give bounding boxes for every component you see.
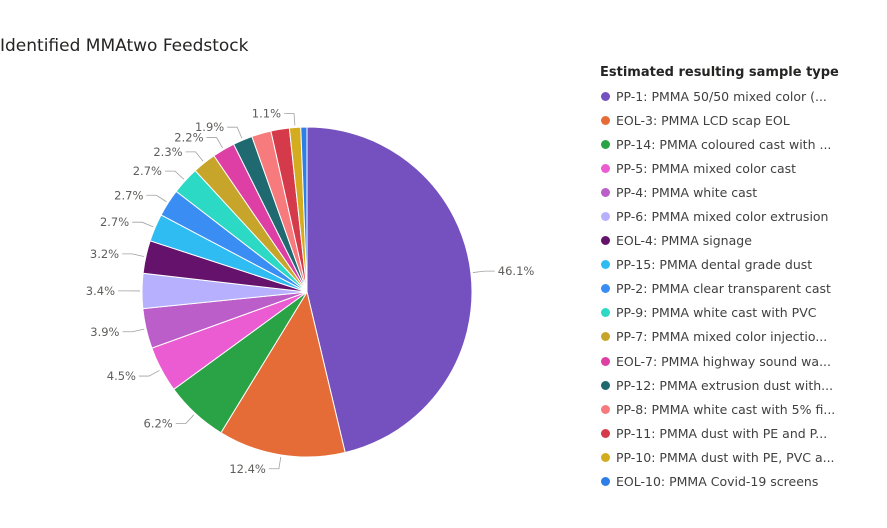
data-label-11: 2.2% bbox=[174, 131, 203, 145]
leader-line-2 bbox=[175, 414, 195, 425]
leader-line-10 bbox=[185, 151, 204, 162]
legend-marker-15 bbox=[601, 452, 610, 462]
legend-marker-14 bbox=[601, 428, 610, 438]
legend-item-13[interactable]: PP-8: PMMA white cast with 5% fi... bbox=[598, 397, 887, 421]
legend-marker-6 bbox=[601, 236, 610, 246]
leader-line-4 bbox=[122, 328, 145, 333]
legend-item-15[interactable]: PP-10: PMMA dust with PE, PVC a... bbox=[598, 445, 887, 469]
legend-item-0[interactable]: PP-1: PMMA 50/50 mixed color (... bbox=[598, 84, 887, 108]
chart-title: Identified MMAtwo Feedstock bbox=[0, 36, 249, 56]
legend-item-1[interactable]: EOL-3: PMMA LCD scap EOL bbox=[598, 108, 887, 132]
legend-label-4: PP-4: PMMA white cast bbox=[616, 184, 758, 200]
legend-marker-16 bbox=[601, 477, 610, 487]
legend-item-16[interactable]: EOL-10: PMMA Covid-19 screens bbox=[598, 470, 887, 494]
leader-line-15 bbox=[284, 113, 296, 126]
legend-marker-3 bbox=[601, 163, 610, 173]
leader-line-11 bbox=[206, 137, 223, 149]
legend-items: PP-1: PMMA 50/50 mixed color (... EOL-3: … bbox=[598, 84, 887, 494]
legend-marker-13 bbox=[601, 404, 610, 414]
data-label-9: 2.7% bbox=[133, 164, 162, 178]
pie-slice-16[interactable] bbox=[300, 126, 308, 293]
legend-item-3[interactable]: PP-5: PMMA mixed color cast bbox=[598, 156, 887, 180]
legend-item-6[interactable]: EOL-4: PMMA signage bbox=[598, 229, 887, 253]
leader-line-6 bbox=[122, 253, 144, 257]
data-label-4: 3.9% bbox=[90, 325, 119, 339]
leader-line-3 bbox=[138, 370, 160, 377]
legend-label-3: PP-5: PMMA mixed color cast bbox=[616, 160, 797, 176]
leader-line-12 bbox=[227, 126, 243, 139]
legend-item-4[interactable]: PP-4: PMMA white cast bbox=[598, 180, 887, 204]
legend-label-7: PP-15: PMMA dental grade dust bbox=[616, 257, 813, 273]
legend-marker-12 bbox=[601, 380, 610, 390]
legend: Estimated resulting sample type PP-1: PM… bbox=[598, 62, 887, 494]
legend-marker-9 bbox=[601, 308, 610, 318]
legend-label-14: PP-11: PMMA dust with PE and P... bbox=[616, 425, 828, 441]
leader-line-8 bbox=[146, 194, 167, 203]
leader-line-7 bbox=[132, 221, 154, 228]
legend-label-15: PP-10: PMMA dust with PE, PVC a... bbox=[616, 449, 835, 465]
legend-label-8: PP-2: PMMA clear transparent cast bbox=[616, 281, 831, 297]
data-label-6: 3.2% bbox=[90, 247, 119, 261]
data-label-1: 12.4% bbox=[229, 462, 266, 476]
legend-marker-7 bbox=[601, 260, 610, 270]
data-label-10: 2.3% bbox=[153, 145, 182, 159]
legend-item-2[interactable]: PP-14: PMMA coloured cast with ... bbox=[598, 132, 887, 156]
legend-item-10[interactable]: PP-7: PMMA mixed color injectio... bbox=[598, 325, 887, 349]
legend-title: Estimated resulting sample type bbox=[600, 65, 839, 80]
legend-item-5[interactable]: PP-6: PMMA mixed color extrusion bbox=[598, 204, 887, 228]
legend-item-11[interactable]: EOL-7: PMMA highway sound wa... bbox=[598, 349, 887, 373]
legend-label-2: PP-14: PMMA coloured cast with ... bbox=[616, 136, 832, 152]
legend-marker-8 bbox=[601, 284, 610, 294]
pie-slice-1[interactable] bbox=[220, 290, 346, 458]
legend-label-16: EOL-10: PMMA Covid-19 screens bbox=[616, 474, 819, 490]
legend-item-12[interactable]: PP-12: PMMA extrusion dust with... bbox=[598, 373, 887, 397]
data-label-0: 46.1% bbox=[498, 264, 535, 278]
legend-label-12: PP-12: PMMA extrusion dust with... bbox=[616, 377, 834, 393]
data-label-15: 1.1% bbox=[252, 106, 281, 120]
legend-marker-10 bbox=[601, 332, 610, 342]
leader-line-1 bbox=[268, 456, 282, 470]
data-label-8: 2.7% bbox=[114, 188, 143, 202]
legend-marker-2 bbox=[601, 139, 610, 149]
data-label-12: 1.9% bbox=[195, 120, 224, 134]
leader-line-0 bbox=[472, 270, 495, 273]
data-label-3: 4.5% bbox=[107, 369, 136, 383]
data-label-5: 3.4% bbox=[86, 284, 115, 298]
legend-marker-1 bbox=[601, 115, 610, 125]
legend-label-1: EOL-3: PMMA LCD scap EOL bbox=[616, 112, 790, 128]
legend-marker-5 bbox=[601, 212, 610, 222]
leader-line-9 bbox=[164, 170, 185, 180]
legend-label-10: PP-7: PMMA mixed color injectio... bbox=[616, 329, 828, 345]
legend-marker-11 bbox=[601, 356, 610, 366]
legend-item-8[interactable]: PP-2: PMMA clear transparent cast bbox=[598, 277, 887, 301]
data-label-2: 6.2% bbox=[144, 417, 173, 431]
legend-item-9[interactable]: PP-9: PMMA white cast with PVC bbox=[598, 301, 887, 325]
pie-slice-0[interactable] bbox=[306, 126, 473, 454]
legend-item-7[interactable]: PP-15: PMMA dental grade dust bbox=[598, 253, 887, 277]
legend-label-11: EOL-7: PMMA highway sound wa... bbox=[616, 353, 831, 369]
legend-label-6: EOL-4: PMMA signage bbox=[616, 233, 752, 249]
legend-label-13: PP-8: PMMA white cast with 5% fi... bbox=[616, 401, 836, 417]
legend-label-0: PP-1: PMMA 50/50 mixed color (... bbox=[616, 88, 827, 104]
legend-label-5: PP-6: PMMA mixed color extrusion bbox=[616, 209, 829, 225]
legend-marker-4 bbox=[601, 187, 610, 197]
legend-item-14[interactable]: PP-11: PMMA dust with PE and P... bbox=[598, 421, 887, 445]
legend-marker-0 bbox=[601, 91, 610, 101]
legend-label-9: PP-9: PMMA white cast with PVC bbox=[616, 305, 817, 321]
data-label-7: 2.7% bbox=[100, 215, 129, 229]
